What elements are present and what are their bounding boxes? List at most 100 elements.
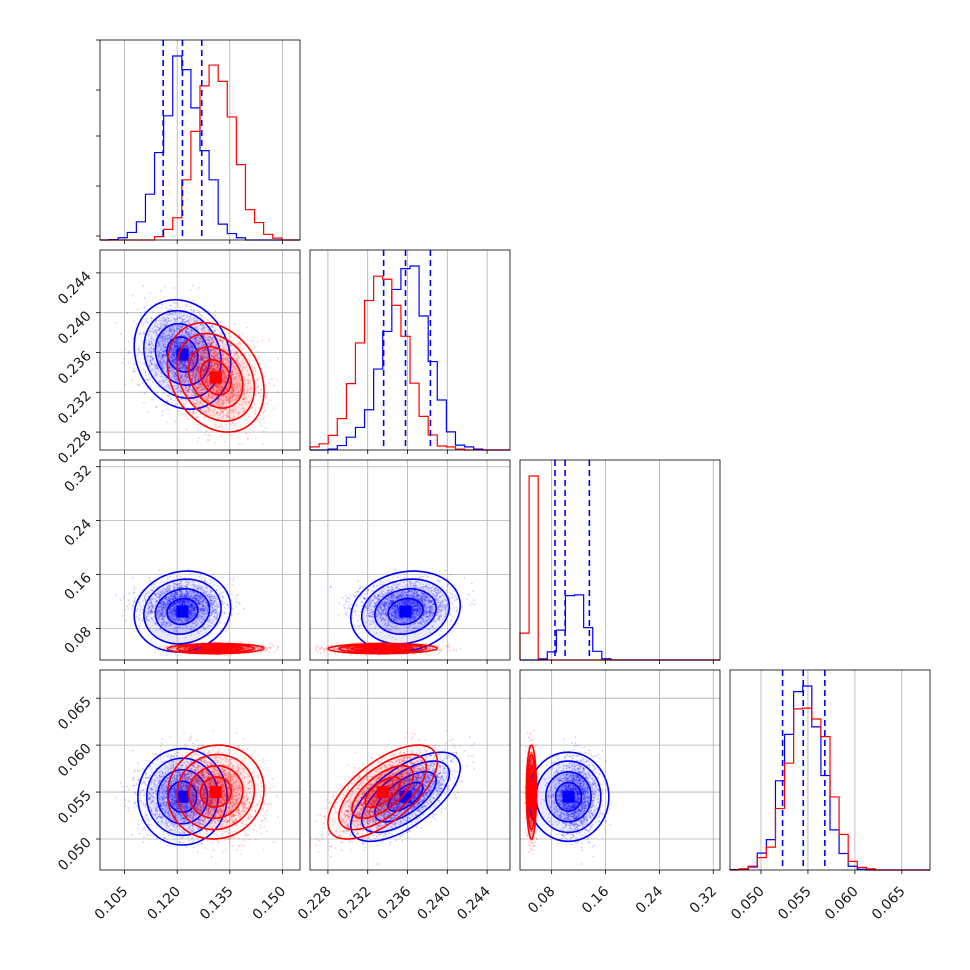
- scatter-point: [142, 382, 144, 384]
- scatter-point: [185, 306, 187, 308]
- scatter-point: [174, 400, 176, 402]
- scatter-point: [254, 346, 256, 348]
- scatter-point: [186, 401, 188, 403]
- scatter-point: [257, 341, 259, 343]
- scatter-point: [149, 292, 151, 294]
- scatter-point: [167, 404, 169, 406]
- scatter-point: [198, 437, 200, 439]
- scatter-point: [144, 322, 146, 324]
- scatter-point: [139, 383, 141, 385]
- scatter-point: [218, 425, 220, 427]
- scatter-point: [245, 425, 247, 427]
- scatter-point: [207, 434, 209, 436]
- scatter-point: [144, 307, 146, 309]
- scatter-point: [180, 307, 182, 309]
- scatter-point: [167, 395, 169, 397]
- scatter-point: [186, 428, 188, 430]
- scatter-point: [152, 381, 154, 383]
- scatter-point: [147, 322, 149, 324]
- scatter-point: [141, 351, 143, 353]
- histogram-blue: [100, 56, 300, 240]
- scatter-point: [187, 304, 189, 306]
- scatter-point: [204, 317, 206, 319]
- scatter-point: [144, 372, 146, 374]
- scatter-point: [221, 334, 223, 336]
- scatter-point: [123, 358, 125, 360]
- scatter-point: [215, 442, 217, 444]
- scatter-point: [246, 433, 248, 435]
- scatter-point: [185, 415, 187, 417]
- scatter-point: [204, 416, 206, 418]
- scatter-point: [131, 379, 133, 381]
- scatter-point: [137, 309, 139, 311]
- scatter-point: [254, 410, 256, 412]
- scatter-point: [169, 304, 171, 306]
- scatter-point: [145, 379, 147, 381]
- scatter-point: [143, 369, 145, 371]
- scatter-point: [139, 361, 141, 363]
- scatter-point: [212, 430, 214, 432]
- scatter-point: [120, 333, 122, 335]
- scatter-point: [139, 333, 141, 335]
- scatter-point: [262, 443, 264, 445]
- scatter-point: [202, 316, 204, 318]
- scatter-point: [190, 309, 192, 311]
- scatter-point: [227, 332, 229, 334]
- scatter-point: [214, 330, 216, 332]
- scatter-point: [145, 319, 147, 321]
- scatter-point: [173, 287, 175, 289]
- scatter-point: [138, 385, 140, 387]
- scatter-point: [143, 333, 145, 335]
- scatter-point: [242, 347, 244, 349]
- scatter-point: [212, 327, 214, 329]
- scatter-point: [229, 333, 231, 335]
- scatter-point: [262, 418, 264, 420]
- scatter-point: [190, 306, 192, 308]
- scatter-point: [185, 407, 187, 409]
- scatter-point: [220, 321, 222, 323]
- scatter-point: [183, 402, 185, 404]
- scatter-point: [198, 429, 200, 431]
- scatter-point: [141, 354, 143, 356]
- scatter-point: [192, 285, 194, 287]
- scatter-point: [237, 330, 239, 332]
- scatter-point: [156, 392, 158, 394]
- scatter-point: [251, 406, 253, 408]
- scatter-point: [147, 411, 149, 413]
- scatter-point: [263, 412, 265, 414]
- scatter-point: [182, 400, 184, 402]
- scatter-point: [140, 312, 142, 314]
- scatter-point: [156, 406, 158, 408]
- scatter-point: [231, 422, 233, 424]
- scatter-point: [233, 422, 235, 424]
- scatter-point: [236, 428, 238, 430]
- scatter-point: [137, 348, 139, 350]
- scatter-point: [162, 411, 164, 413]
- scatter-point: [258, 420, 260, 422]
- scatter-point: [144, 297, 146, 299]
- histogram-red: [100, 65, 300, 240]
- scatter-point: [245, 419, 247, 421]
- scatter-point: [171, 402, 173, 404]
- scatter-point: [236, 337, 238, 339]
- scatter-point: [166, 408, 168, 410]
- scatter-point: [142, 322, 144, 324]
- scatter-point: [209, 439, 211, 441]
- scatter-point: [212, 312, 214, 314]
- scatter-point: [197, 441, 199, 443]
- scatter-point: [170, 399, 172, 401]
- scatter-point: [133, 302, 135, 304]
- scatter-point: [162, 307, 164, 309]
- scatter-point: [236, 344, 238, 346]
- scatter-point: [198, 287, 200, 289]
- scatter-point: [254, 374, 256, 376]
- scatter-point: [132, 338, 134, 340]
- scatter-point: [247, 438, 249, 440]
- scatter-point: [250, 365, 252, 367]
- scatter-point: [152, 311, 154, 313]
- scatter-point: [173, 302, 175, 304]
- scatter-point: [133, 368, 135, 370]
- scatter-point: [241, 443, 243, 445]
- scatter-point: [134, 370, 136, 372]
